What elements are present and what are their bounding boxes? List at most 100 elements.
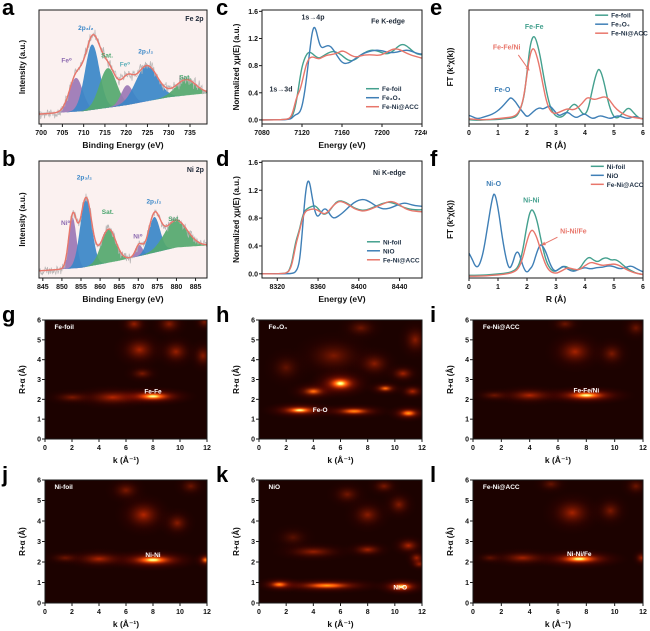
svg-text:R+α (Å): R+α (Å) <box>446 527 455 556</box>
svg-text:6: 6 <box>465 318 469 325</box>
svg-text:2: 2 <box>525 130 529 137</box>
svg-text:Energy (eV): Energy (eV) <box>318 294 365 304</box>
svg-text:4: 4 <box>97 445 101 452</box>
svg-text:860: 860 <box>94 284 106 291</box>
panel-d: d 8320 8360 8400 8440 0.0 0.4 0.8 1.2 1.6 Energy … <box>216 148 428 304</box>
svg-text:R+α (Å): R+α (Å) <box>232 527 241 556</box>
svg-text:710: 710 <box>78 130 90 137</box>
svg-text:1: 1 <box>465 417 469 424</box>
svg-text:Intensity (a.u.): Intensity (a.u.) <box>18 40 27 95</box>
svg-text:715: 715 <box>99 130 111 137</box>
svg-text:10: 10 <box>176 609 184 616</box>
svg-text:8: 8 <box>366 445 370 452</box>
svg-text:1.6: 1.6 <box>248 160 258 167</box>
panel-letter-c: c <box>216 0 229 20</box>
svg-text:Ni 2p: Ni 2p <box>187 167 204 174</box>
svg-text:8: 8 <box>151 445 155 452</box>
panel-a: a 700 705 710 715 720 725 730 735 Binding Energy… <box>2 0 213 150</box>
svg-text:3: 3 <box>465 377 469 384</box>
svg-text:R+α (Å): R+α (Å) <box>18 527 27 556</box>
panel-letter-k: k <box>216 462 229 487</box>
svg-text:NiO: NiO <box>383 248 395 255</box>
svg-text:R+α (Å): R+α (Å) <box>232 365 241 394</box>
svg-text:2p₁/₂: 2p₁/₂ <box>138 49 153 56</box>
svg-text:0.0: 0.0 <box>248 271 258 278</box>
panel-h: h 0 2 4 6 8 10 12 0 1 2 3 4 5 6 k (Å⁻¹) R+α (Å) Fe₃O₄ Fe-… <box>216 304 428 466</box>
svg-text:850: 850 <box>56 284 68 291</box>
chart-wt-fe-foil: 0 2 4 6 8 10 12 0 1 2 3 4 5 6 k (Å⁻¹) R+α (Å) Fe-foil Fe-… <box>15 312 212 466</box>
svg-text:Binding Energy (eV): Binding Energy (eV) <box>82 140 163 150</box>
svg-text:6: 6 <box>339 445 343 452</box>
svg-text:Ni K-edge: Ni K-edge <box>373 170 406 177</box>
svg-text:875: 875 <box>152 284 164 291</box>
svg-text:Fe-Ni@ACC: Fe-Ni@ACC <box>382 104 419 111</box>
svg-text:5: 5 <box>37 498 41 505</box>
svg-text:k (Å⁻¹): k (Å⁻¹) <box>545 455 571 465</box>
svg-text:Energy (eV): Energy (eV) <box>318 140 365 150</box>
svg-text:885: 885 <box>190 284 202 291</box>
svg-text:Sat.: Sat. <box>168 216 180 223</box>
svg-text:Fe-foil: Fe-foil <box>611 13 631 20</box>
svg-text:2: 2 <box>465 397 469 404</box>
svg-text:1: 1 <box>496 284 500 291</box>
svg-text:0: 0 <box>465 601 469 608</box>
svg-text:Fe 2p: Fe 2p <box>185 16 203 23</box>
svg-text:6: 6 <box>465 478 469 485</box>
svg-text:6: 6 <box>556 445 560 452</box>
svg-text:k (Å⁻¹): k (Å⁻¹) <box>327 455 353 465</box>
svg-text:0.4: 0.4 <box>248 90 258 97</box>
svg-text:Fe-Ni@ACC: Fe-Ni@ACC <box>483 484 520 491</box>
svg-text:8400: 8400 <box>351 284 367 291</box>
svg-text:4: 4 <box>311 445 315 452</box>
svg-text:8: 8 <box>584 445 588 452</box>
svg-text:6: 6 <box>124 445 128 452</box>
svg-text:735: 735 <box>184 130 196 137</box>
svg-text:4: 4 <box>311 609 315 616</box>
svg-text:5: 5 <box>251 337 255 344</box>
svg-text:Sat.: Sat. <box>102 209 114 216</box>
panel-l: l 0 2 4 6 8 10 12 0 1 2 3 4 5 6 k (Å⁻¹) R+α (Å) Fe-Ni@AC… <box>430 462 649 630</box>
svg-text:8: 8 <box>151 609 155 616</box>
svg-text:6: 6 <box>251 318 255 325</box>
svg-text:Fe-Fe/Ni: Fe-Fe/Ni <box>493 45 521 52</box>
svg-text:0: 0 <box>257 445 261 452</box>
panel-letter-l: l <box>430 462 437 487</box>
svg-text:5: 5 <box>37 337 41 344</box>
svg-text:725: 725 <box>142 130 154 137</box>
svg-text:Ni-O: Ni-O <box>486 181 501 188</box>
svg-text:Fe⁰: Fe⁰ <box>61 58 72 65</box>
panel-b: b 845 850 855 860 865 870 875 880 885 Binding Ene… <box>2 148 213 304</box>
svg-text:Ni-foil: Ni-foil <box>607 164 626 171</box>
svg-text:2: 2 <box>525 284 529 291</box>
panel-g: g 0 2 4 6 8 10 12 0 1 2 3 4 5 6 k (Å⁻¹) R+α (Å) Fe-foil F… <box>2 302 213 466</box>
svg-text:6: 6 <box>641 284 645 291</box>
svg-text:4: 4 <box>251 519 255 526</box>
svg-text:Ni-foil: Ni-foil <box>54 484 73 491</box>
panel-letter-g: g <box>2 302 16 327</box>
svg-text:1s→4p: 1s→4p <box>302 15 325 22</box>
panel-i: i 0 2 4 6 8 10 12 0 1 2 3 4 5 6 k (Å⁻¹) R+α (Å) Fe-Ni@AC… <box>430 304 649 466</box>
svg-text:3: 3 <box>37 539 41 546</box>
svg-text:k (Å⁻¹): k (Å⁻¹) <box>113 619 139 629</box>
chart-ni2p-xps: 845 850 855 860 865 870 875 880 885 Binding Energ… <box>15 153 212 304</box>
svg-text:2: 2 <box>251 560 255 567</box>
svg-text:10: 10 <box>391 609 399 616</box>
panel-f: f 0 1 2 3 4 5 6 R (Å) FT (k²χ(k)) Ni-O Ni-Ni Ni-Ni/… <box>430 148 649 305</box>
panel-letter-a: a <box>2 0 15 20</box>
svg-text:1.6: 1.6 <box>248 9 258 16</box>
svg-text:Fe K-edge: Fe K-edge <box>371 19 405 26</box>
svg-text:Intensity (a.u.): Intensity (a.u.) <box>18 192 27 247</box>
chart-fe2p-xps: 700 705 710 715 720 725 730 735 Binding Energy (… <box>15 2 212 150</box>
chart-wt-ni-foil: 0 2 4 6 8 10 12 0 1 2 3 4 5 6 k (Å⁻¹) R+α (Å) Ni-foil Ni-… <box>15 472 212 630</box>
svg-text:4: 4 <box>528 609 532 616</box>
svg-text:5: 5 <box>612 130 616 137</box>
svg-text:0: 0 <box>467 284 471 291</box>
svg-text:Fe⁰: Fe⁰ <box>120 62 131 69</box>
svg-text:2: 2 <box>70 609 74 616</box>
chart-wt-feni-ni: 0 2 4 6 8 10 12 0 1 2 3 4 5 6 k (Å⁻¹) R+α (Å) Fe-Ni@ACC N… <box>443 472 648 630</box>
svg-text:Fe-Ni@ACC: Fe-Ni@ACC <box>383 257 420 264</box>
svg-text:8: 8 <box>366 609 370 616</box>
svg-text:8360: 8360 <box>310 284 326 291</box>
svg-text:2: 2 <box>499 609 503 616</box>
